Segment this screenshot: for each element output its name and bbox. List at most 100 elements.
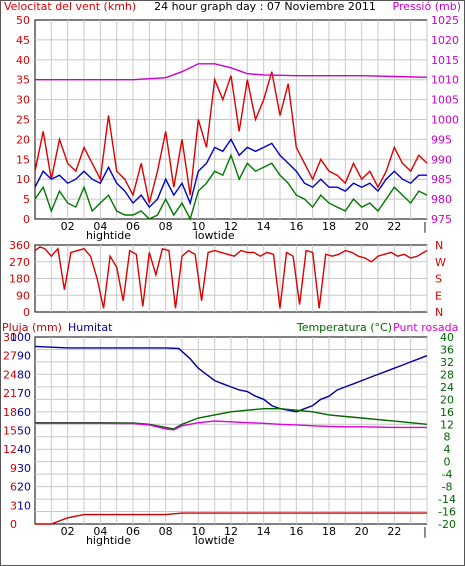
dewpoint-axis-title: Punt rosada (393, 321, 458, 334)
temperature-y-tick-label: 28 (440, 368, 454, 381)
direction-y-tick-label: 360 (9, 239, 30, 252)
wind-panel-tide-label: lowtide (195, 229, 235, 242)
wind-y-tick-label: 0 (23, 213, 30, 226)
wind-panel-x-tick-label: 22 (387, 220, 401, 233)
humidity-panel-x-tick-label: 20 (355, 525, 369, 538)
pressure-y-tick-label: 1020 (431, 34, 459, 47)
humidity-y-tick-label: 50 (17, 425, 31, 438)
wind-panel-x-tick-label: 06 (126, 220, 140, 233)
rain-y-tick-label: 6 (10, 481, 17, 494)
wind-y-tick-label: 50 (16, 14, 30, 27)
rain-line (35, 512, 427, 525)
temperature-y-tick-label: 36 (440, 343, 454, 356)
direction-y-tick-label: 0 (23, 306, 30, 319)
humidity-y-tick-label: 10 (17, 499, 31, 512)
rain-y-tick-label: 12 (3, 443, 17, 456)
rain-y-tick-label: 3 (10, 499, 17, 512)
humidity-panel-x-tick-label: 10 (191, 525, 205, 538)
rain-y-tick-label: 9 (10, 462, 17, 475)
temperature-y-tick-label: 12 (440, 418, 454, 431)
pressure-y-tick-label: 985 (431, 173, 452, 186)
humidity-y-tick-label: 90 (17, 350, 31, 363)
wind-y-tick-label: 30 (16, 94, 30, 107)
wind-y-tick-label: 35 (16, 74, 30, 87)
humidity-y-tick-label: 100 (10, 331, 31, 344)
humidity-panel-x-tick-label: | (423, 525, 427, 538)
humidity-y-tick-label: 70 (17, 387, 31, 400)
direction-compass-label: N (435, 239, 443, 252)
wind-panel-x-tick-label: 20 (355, 220, 369, 233)
humidity-panel-x-tick-label: 14 (257, 525, 271, 538)
temperature-y-tick-label: 8 (444, 431, 451, 444)
left-axis-title: Velocitat del vent (kmh) (4, 0, 136, 13)
pressure-y-tick-label: 1015 (431, 54, 459, 67)
temperature-y-tick-label: 16 (440, 406, 454, 419)
humidity-y-tick-label: 30 (17, 462, 31, 475)
wind-y-tick-label: 15 (16, 153, 30, 166)
wind-panel-x-tick-label: 16 (289, 220, 303, 233)
pressure-y-tick-label: 975 (431, 213, 452, 226)
temperature-y-tick-label: 4 (444, 443, 451, 456)
direction-compass-label: N (435, 306, 443, 319)
wind-mean-line (34, 138, 427, 209)
humidity-axis-title: Humitat (68, 321, 113, 334)
humidity-panel-x-tick-label: 16 (289, 525, 303, 538)
humidity-panel-x-tick-label: 18 (322, 525, 336, 538)
rain-y-tick-label: 18 (3, 406, 17, 419)
direction-compass-label: E (435, 289, 442, 302)
wind-panel-x-tick-label: 02 (61, 220, 75, 233)
humidity-y-tick-label: 80 (17, 368, 31, 381)
temperature-y-tick-label: -4 (442, 468, 453, 481)
pressure-line (35, 63, 428, 81)
wind-y-tick-label: 25 (16, 114, 30, 127)
temperature-axis-title: Temperatura (°C) (296, 321, 392, 334)
wind-y-tick-label: 10 (16, 173, 30, 186)
dewpoint-line (35, 420, 427, 431)
humidity-panel-x-tick-label: 08 (159, 525, 173, 538)
direction-compass-label: S (435, 273, 442, 286)
temperature-y-tick-label: -20 (438, 518, 456, 531)
wind-panel-tide-label: hightide (86, 229, 131, 242)
temperature-y-tick-label: -16 (438, 506, 456, 519)
wind-panel-x-tick-label: 10 (191, 220, 205, 233)
pressure-y-tick-label: 1010 (431, 74, 459, 87)
temperature-y-tick-label: 20 (440, 393, 454, 406)
wind-panel-x-tick-label: 12 (224, 220, 238, 233)
humidity-panel-x-tick-label: 12 (224, 525, 238, 538)
humidity-panel-x-tick-label: 22 (387, 525, 401, 538)
pressure-y-tick-label: 1000 (431, 114, 459, 127)
temperature-y-tick-label: 32 (440, 356, 454, 369)
wind-panel-x-tick-label: 04 (93, 220, 107, 233)
rain-axis-title: Pluja (mm) (2, 321, 62, 334)
temperature-y-tick-label: -14 (438, 493, 456, 506)
humidity-y-tick-label: 40 (17, 443, 31, 456)
direction-y-tick-label: 90 (16, 289, 30, 302)
temperature-y-tick-label: 40 (440, 331, 454, 344)
rain-y-tick-label: 15 (3, 425, 17, 438)
humidity-panel-tide-label: lowtide (195, 534, 235, 547)
wind-y-tick-label: 45 (16, 34, 30, 47)
rain-y-tick-label: 27 (3, 350, 17, 363)
wind-panel-x-tick-label: 18 (322, 220, 336, 233)
wind-y-tick-label: 40 (16, 54, 30, 67)
pressure-y-tick-label: 1005 (431, 94, 459, 107)
wind-y-tick-label: 20 (16, 133, 30, 146)
humidity-y-tick-label: 60 (17, 406, 31, 419)
direction-compass-label: W (435, 256, 446, 269)
pressure-y-tick-label: 990 (431, 153, 452, 166)
direction-y-tick-label: 180 (9, 273, 30, 286)
rain-y-tick-label: 0 (10, 518, 17, 531)
wind-panel-x-tick-label: 08 (159, 220, 173, 233)
right-axis-title: Pressió (mb) (392, 0, 461, 13)
humidity-panel-x-tick-label: 04 (93, 525, 107, 538)
pressure-y-tick-label: 1025 (431, 14, 459, 27)
direction-y-tick-label: 270 (9, 256, 30, 269)
wind-panel-x-tick-label: | (423, 220, 427, 233)
temperature-y-tick-label: -8 (442, 481, 453, 494)
wind-speed-line (34, 71, 428, 204)
wind-panel-x-tick-label: 14 (257, 220, 271, 233)
wind-avg-line (34, 153, 428, 221)
rain-y-tick-label: 21 (3, 387, 17, 400)
pressure-y-tick-label: 995 (431, 133, 452, 146)
